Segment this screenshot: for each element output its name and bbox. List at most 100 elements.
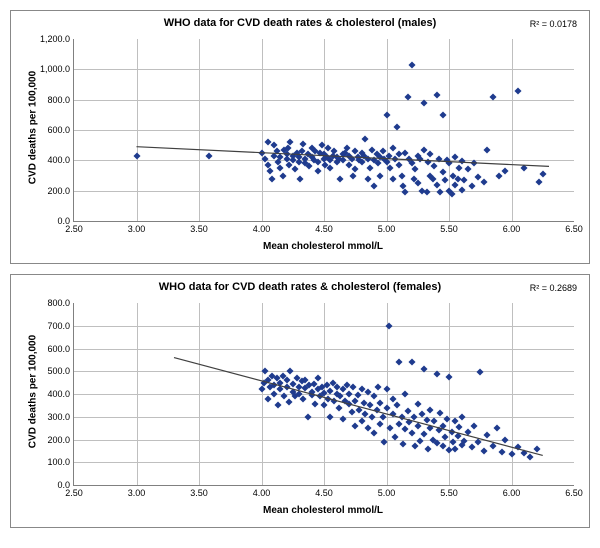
data-point-marker	[430, 418, 437, 425]
r-squared-label: R² = 0.2689	[530, 283, 577, 293]
x-tick-label: 5.00	[378, 485, 396, 498]
data-point-marker	[408, 429, 415, 436]
data-point-marker	[442, 177, 449, 184]
x-tick-label: 5.00	[378, 221, 396, 234]
data-point-marker	[427, 151, 434, 158]
data-point-marker	[358, 418, 365, 425]
data-point-marker	[527, 453, 534, 460]
data-point-marker	[389, 145, 396, 152]
data-point-marker	[408, 61, 415, 68]
data-point-marker	[277, 164, 284, 171]
data-point-marker	[377, 400, 384, 407]
y-tick-label: 1,200.0	[40, 34, 74, 44]
data-point-marker	[398, 172, 405, 179]
data-point-marker	[304, 413, 311, 420]
data-point-marker	[393, 402, 400, 409]
data-point-marker	[498, 448, 505, 455]
gridline-vertical	[449, 303, 450, 485]
r-squared-label: R² = 0.0178	[530, 19, 577, 29]
data-point-marker	[314, 167, 321, 174]
gridline-vertical	[387, 303, 388, 485]
data-point-marker	[474, 173, 481, 180]
data-point-marker	[414, 180, 421, 187]
data-point-marker	[477, 369, 484, 376]
data-point-marker	[312, 401, 319, 408]
chart-panel-males: WHO data for CVD death rates & cholester…	[10, 10, 590, 264]
y-tick-label: 200.0	[47, 186, 74, 196]
data-point-marker	[520, 164, 527, 171]
data-point-marker	[464, 166, 471, 173]
data-point-marker	[455, 423, 462, 430]
gridline-vertical	[199, 303, 200, 485]
gridline-vertical	[262, 39, 263, 221]
data-point-marker	[348, 409, 355, 416]
data-point-marker	[389, 395, 396, 402]
y-tick-label: 600.0	[47, 125, 74, 135]
gridline-vertical	[137, 39, 138, 221]
data-point-marker	[287, 368, 294, 375]
data-point-marker	[433, 92, 440, 99]
y-tick-label: 200.0	[47, 435, 74, 445]
x-tick-label: 5.50	[440, 485, 458, 498]
data-point-marker	[417, 437, 424, 444]
data-point-marker	[452, 445, 459, 452]
data-point-marker	[539, 170, 546, 177]
data-point-marker	[483, 146, 490, 153]
x-tick-label: 5.50	[440, 221, 458, 234]
y-tick-label: 400.0	[47, 155, 74, 165]
data-point-marker	[377, 420, 384, 427]
data-point-marker	[383, 111, 390, 118]
data-point-marker	[292, 166, 299, 173]
data-point-marker	[439, 111, 446, 118]
data-point-marker	[337, 175, 344, 182]
data-point-marker	[299, 140, 306, 147]
data-point-marker	[387, 164, 394, 171]
data-point-marker	[468, 444, 475, 451]
data-point-marker	[427, 425, 434, 432]
data-point-marker	[258, 386, 265, 393]
plot-area: 0.0100.0200.0300.0400.0500.0600.0700.080…	[73, 303, 574, 486]
data-point-marker	[133, 152, 140, 159]
data-point-marker	[205, 152, 212, 159]
y-axis-label: CVD deaths per 100,000	[28, 322, 39, 462]
y-tick-label: 800.0	[47, 95, 74, 105]
data-point-marker	[502, 436, 509, 443]
data-point-marker	[370, 183, 377, 190]
data-point-marker	[439, 169, 446, 176]
data-point-marker	[314, 375, 321, 382]
gridline-vertical	[512, 39, 513, 221]
data-point-marker	[320, 402, 327, 409]
x-tick-label: 6.50	[565, 221, 583, 234]
data-point-marker	[489, 443, 496, 450]
data-point-marker	[379, 413, 386, 420]
data-point-marker	[468, 183, 475, 190]
data-point-marker	[412, 443, 419, 450]
data-point-marker	[408, 359, 415, 366]
data-point-marker	[395, 161, 402, 168]
data-point-marker	[398, 413, 405, 420]
data-point-marker	[414, 422, 421, 429]
data-point-marker	[389, 175, 396, 182]
y-tick-label: 500.0	[47, 366, 74, 376]
x-tick-label: 2.50	[65, 221, 83, 234]
x-tick-label: 2.50	[65, 485, 83, 498]
data-point-marker	[349, 172, 356, 179]
plot-area: 0.0200.0400.0600.0800.01,000.01,200.02.5…	[73, 39, 574, 222]
data-point-marker	[412, 166, 419, 173]
data-point-marker	[370, 429, 377, 436]
gridline-vertical	[199, 39, 200, 221]
x-tick-label: 4.00	[253, 221, 271, 234]
data-point-marker	[514, 87, 521, 94]
data-point-marker	[480, 178, 487, 185]
data-point-marker	[424, 445, 431, 452]
data-point-marker	[333, 384, 340, 391]
data-point-marker	[414, 401, 421, 408]
x-axis-label: Mean cholesterol mmol/L	[73, 241, 573, 252]
x-tick-label: 3.00	[128, 221, 146, 234]
data-point-marker	[470, 422, 477, 429]
data-point-marker	[464, 428, 471, 435]
data-point-marker	[364, 175, 371, 182]
data-point-marker	[383, 386, 390, 393]
data-point-marker	[327, 164, 334, 171]
y-tick-label: 1,000.0	[40, 64, 74, 74]
